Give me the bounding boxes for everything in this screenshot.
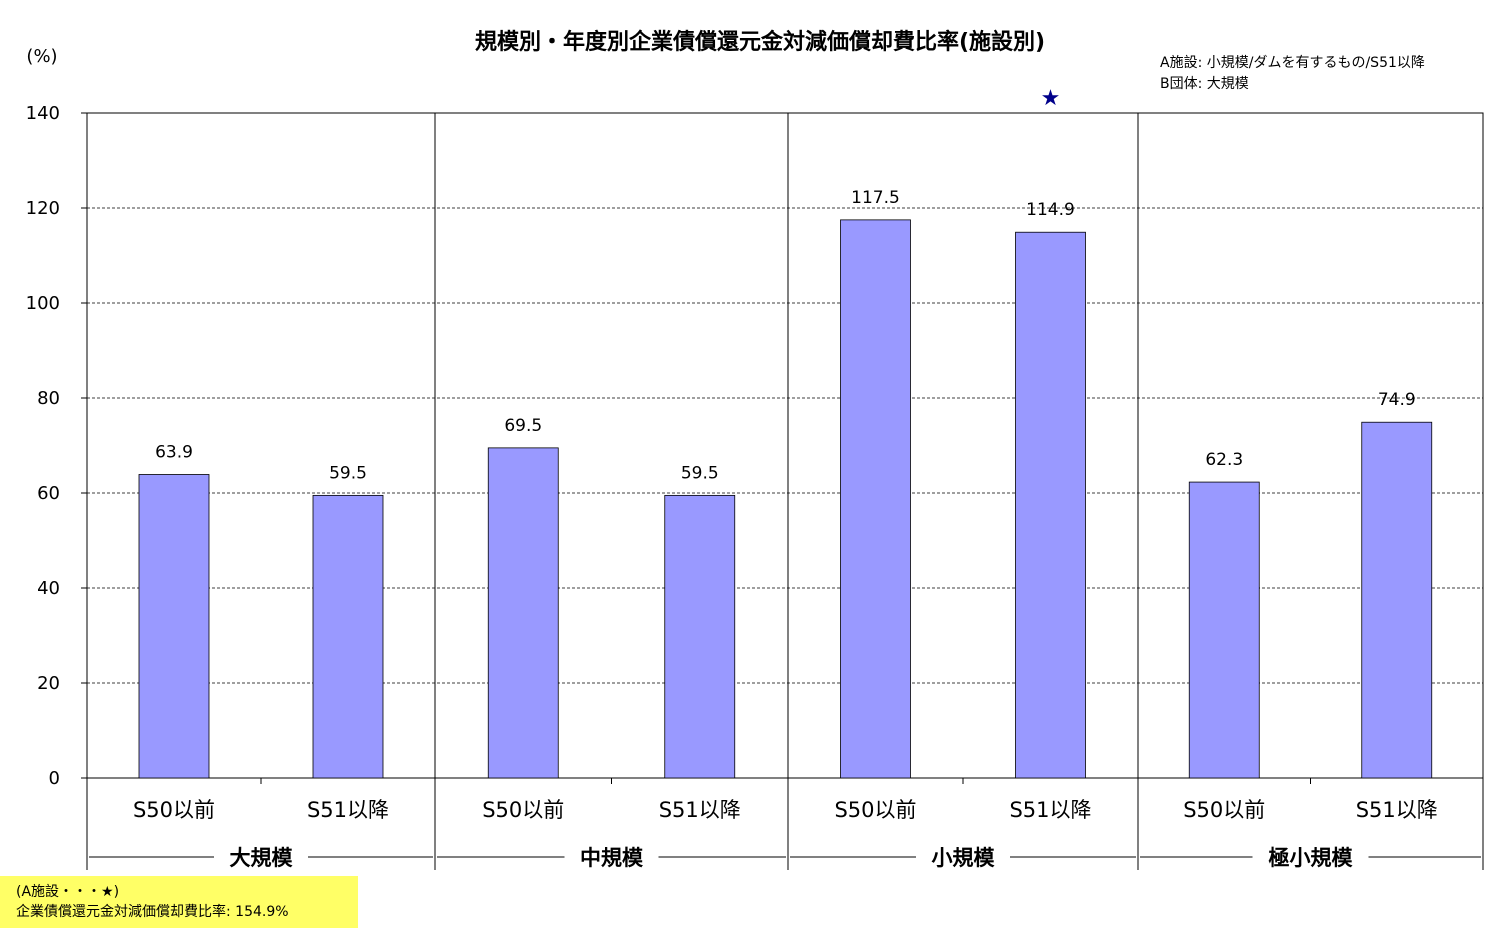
category-label: S50以前: [1183, 798, 1265, 822]
data-label: 114.9: [1026, 200, 1075, 220]
data-label: 69.5: [504, 416, 542, 436]
data-label: 62.3: [1205, 450, 1243, 470]
bar: [1188, 481, 1260, 779]
y-tick-label: 60: [37, 483, 60, 504]
bar: [487, 447, 559, 779]
footnote-box: (A施設・・・★) 企業債償還元金対減価償却費比率: 154.9%: [0, 876, 358, 928]
category-label: S51以降: [1009, 798, 1091, 822]
group-label: 中規模: [580, 846, 644, 870]
category-label: S51以降: [307, 798, 389, 822]
chart-title: 規模別・年度別企業債償還元金対減価償却費比率(施設別): [475, 29, 1045, 55]
footnote-value-line: 企業債償還元金対減価償却費比率: 154.9%: [16, 904, 289, 920]
group-label: 大規模: [230, 846, 294, 870]
bar: [840, 219, 911, 779]
star-marker-icon: ★: [1041, 86, 1061, 111]
category-label: S50以前: [133, 798, 215, 822]
plot-area: 02040608010012014063.9S50以前59.5S51以降大規模6…: [26, 86, 1484, 870]
bar: [1015, 231, 1086, 779]
data-label: 63.9: [155, 442, 193, 462]
bar: [1361, 421, 1433, 779]
category-label: S50以前: [482, 798, 564, 822]
data-label: 74.9: [1378, 390, 1416, 410]
y-tick-label: 120: [26, 198, 60, 219]
y-axis-unit-label: (%): [26, 46, 57, 67]
annotation-line-b: B団体: 大規模: [1160, 76, 1249, 92]
data-label: 59.5: [681, 463, 719, 483]
y-tick-label: 0: [49, 768, 60, 789]
y-tick-label: 100: [26, 293, 60, 314]
y-tick-label: 80: [37, 388, 60, 409]
bar: [312, 494, 384, 779]
category-label: S50以前: [834, 798, 916, 822]
data-label: 117.5: [851, 188, 900, 208]
y-tick-label: 20: [37, 673, 60, 694]
footnote-marker-line: (A施設・・・★): [16, 884, 120, 900]
annotation-line-a: A施設: 小規模/ダムを有するもの/S51以降: [1160, 55, 1425, 71]
bar: [664, 494, 736, 779]
category-label: S51以降: [1356, 798, 1438, 822]
bar: [138, 474, 210, 779]
group-label: 小規模: [932, 846, 996, 870]
y-tick-label: 40: [37, 578, 60, 599]
plot-frame: [86, 112, 1484, 779]
data-label: 59.5: [329, 463, 367, 483]
group-label: 極小規模: [1269, 846, 1354, 870]
y-tick-label: 140: [26, 103, 60, 124]
category-label: S51以降: [659, 798, 741, 822]
